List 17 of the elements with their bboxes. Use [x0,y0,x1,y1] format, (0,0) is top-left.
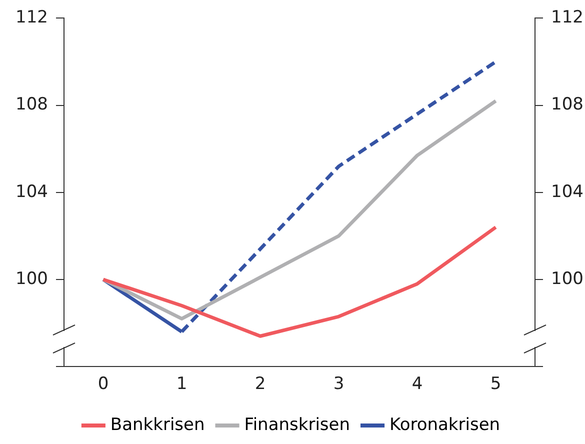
y-tick-label: 100 [16,268,48,289]
x-tick-label: 3 [333,374,344,394]
y-tick-label: 104 [16,182,48,202]
y2-tick-label: 108 [551,94,584,115]
y-tick-label: 108 [16,94,48,115]
legend-label: Koronakrisen [390,414,500,435]
x-tick-label: 4 [412,374,423,394]
x-tick-label: 2 [254,374,266,394]
x-tick-label: 1 [176,374,188,394]
x-tick-label: 5 [490,374,502,394]
legend-label: Finanskrisen [244,414,350,435]
legend-label: Bankkrisen [110,414,205,435]
y-tick-label: 112 [16,8,48,28]
x-tick-label: 0 [98,374,109,394]
y2-tick-label: 104 [551,182,584,202]
y2-tick-label: 100 [551,268,584,289]
y2-tick-label: 112 [551,8,584,28]
